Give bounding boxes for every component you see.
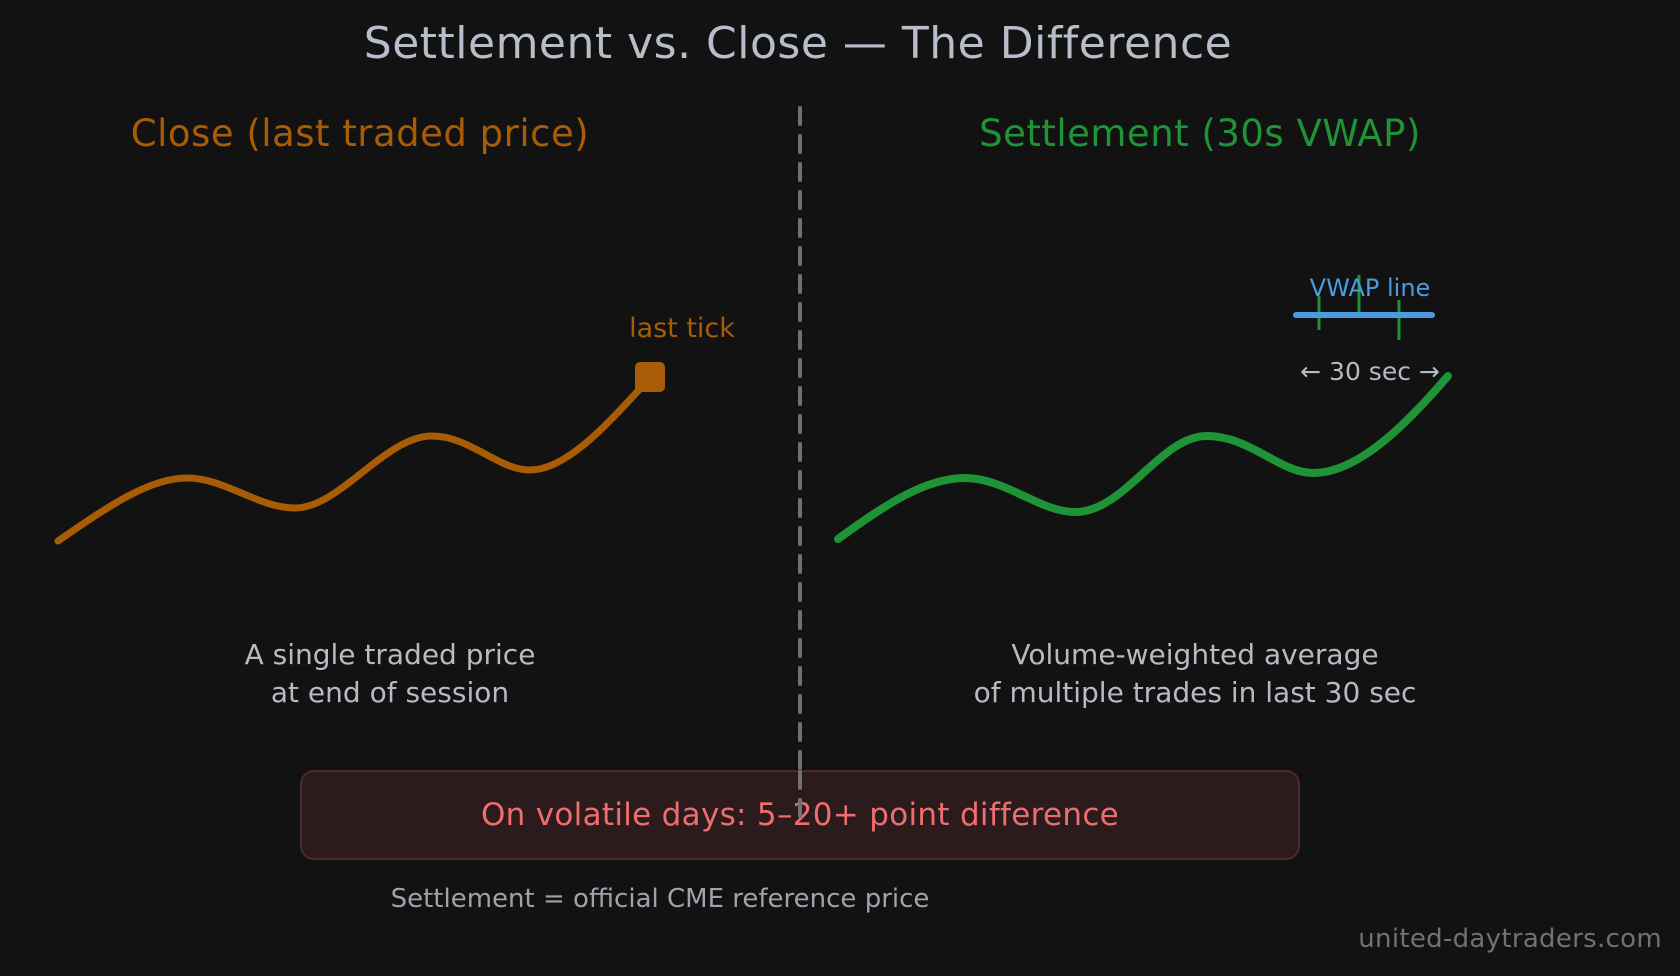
watermark: united-daytraders.com: [1358, 924, 1662, 954]
close-description-line-2: at end of session: [270, 676, 510, 709]
close-description: A single traded price at end of session: [190, 636, 590, 712]
close-description-line-1: A single traded price: [244, 638, 536, 671]
settlement-price-line: [834, 372, 1452, 543]
thirty-sec-window-label: ← 30 sec →: [1300, 357, 1440, 386]
settlement-description: Volume-weighted average of multiple trad…: [920, 636, 1470, 712]
settlement-description-line-1: Volume-weighted average: [1011, 638, 1379, 671]
vwap-line-label: VWAP line: [1309, 274, 1431, 302]
diagram-title: Settlement vs. Close — The Difference: [363, 18, 1233, 69]
settlement-heading: Settlement (30s VWAP): [979, 112, 1421, 155]
last-tick-label: last tick: [629, 313, 735, 344]
close-heading: Close (last traded price): [130, 112, 590, 155]
footer-note: Settlement = official CME reference pric…: [390, 884, 930, 914]
settlement-description-line-2: of multiple trades in last 30 sec: [973, 676, 1417, 709]
close-price-line: [54, 374, 654, 545]
divider-overlap: [798, 770, 802, 822]
last-tick-marker: [635, 362, 665, 392]
